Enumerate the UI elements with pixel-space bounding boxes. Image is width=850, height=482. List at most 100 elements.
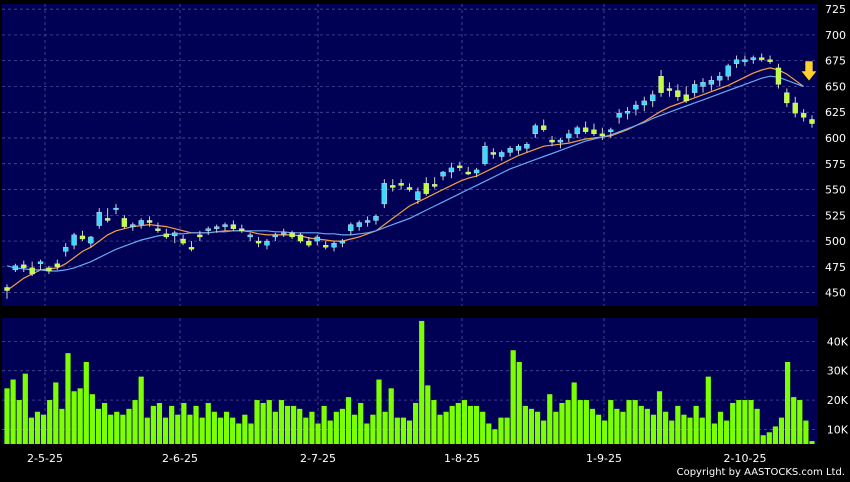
- volume-bar: [736, 400, 742, 444]
- volume-bar: [778, 417, 785, 444]
- candle-body: [79, 235, 86, 240]
- candlestick-series: [4, 53, 815, 299]
- candle-body: [281, 232, 287, 235]
- volume-bar: [16, 400, 22, 444]
- volume-bar: [266, 400, 272, 444]
- candle-body: [666, 88, 673, 91]
- volume-bar: [675, 405, 681, 444]
- volume-bar: [10, 379, 16, 444]
- volume-bar: [504, 417, 510, 444]
- volume-bar: [492, 429, 498, 444]
- volume-bar: [89, 394, 95, 444]
- candle-body: [465, 171, 471, 175]
- volume-bar: [71, 391, 77, 444]
- volume-tick-label: 30K: [827, 365, 849, 378]
- volume-bar: [754, 408, 760, 444]
- volume-bar: [126, 408, 132, 444]
- candle-body: [289, 232, 295, 238]
- volume-tick-label: 10K: [827, 423, 849, 436]
- volume-bar: [632, 400, 638, 444]
- volume-bar: [797, 400, 803, 444]
- volume-bar: [486, 423, 492, 444]
- volume-bar: [699, 417, 705, 444]
- volume-bar: [364, 423, 370, 444]
- volume-bar: [785, 361, 791, 444]
- candle-body: [398, 183, 404, 186]
- candle-body: [633, 104, 639, 110]
- candle-body: [247, 234, 253, 238]
- volume-bar: [193, 405, 199, 444]
- volume-bar: [254, 400, 260, 444]
- candle-body: [12, 265, 19, 271]
- candle-body: [499, 152, 505, 157]
- volume-bar: [34, 411, 41, 444]
- candle-body: [473, 169, 480, 174]
- volume-bar: [248, 423, 254, 444]
- volume-bar: [291, 405, 297, 444]
- candle-body: [54, 263, 60, 267]
- price-tick-label: 575: [825, 158, 846, 171]
- volume-bar: [730, 402, 736, 444]
- volume-bar: [748, 400, 754, 444]
- volume-bar: [693, 405, 699, 444]
- volume-bar: [742, 400, 748, 444]
- candle-body: [406, 187, 413, 190]
- volume-bar: [467, 405, 474, 444]
- price-tick-label: 450: [825, 287, 846, 300]
- volume-bar: [284, 405, 291, 444]
- volume-bar: [187, 414, 193, 444]
- price-tick-label: 675: [825, 55, 846, 68]
- volume-bar: [602, 420, 608, 444]
- price-tick-label: 725: [825, 3, 846, 16]
- volume-bar: [626, 400, 632, 444]
- volume-bar: [394, 417, 400, 444]
- volume-bar: [608, 400, 614, 444]
- date-axis: 2-5-25 2-6-25 2-7-25 1-8-25 1-9-25 2-10-25: [27, 452, 766, 465]
- candle-body: [515, 146, 522, 151]
- volume-bar: [333, 411, 339, 444]
- candle-body: [775, 67, 782, 85]
- candle-body: [46, 267, 52, 272]
- candle-body: [507, 148, 513, 153]
- candle-body: [582, 127, 589, 132]
- volume-bar: [138, 376, 144, 444]
- price-tick-label: 500: [825, 235, 846, 248]
- candle-body: [213, 226, 220, 229]
- volume-bar: [638, 405, 644, 444]
- volume-bar: [327, 420, 333, 444]
- volume-bar: [83, 361, 89, 444]
- volume-bar: [95, 408, 102, 444]
- date-tick-label: 2-5-25: [27, 452, 63, 465]
- candle-body: [457, 165, 463, 169]
- volume-bar: [717, 411, 724, 444]
- candle-body: [599, 133, 606, 137]
- candle-body: [432, 184, 438, 187]
- volume-bar: [132, 400, 138, 444]
- volume-bar: [516, 361, 522, 444]
- volume-bar: [352, 414, 358, 444]
- volume-bar: [169, 405, 175, 444]
- candle-body: [767, 59, 773, 62]
- volume-bar: [260, 402, 266, 444]
- price-tick-label: 650: [825, 80, 846, 93]
- volume-bar: [437, 414, 443, 444]
- volume-bar: [278, 400, 285, 444]
- candle-body: [364, 220, 371, 223]
- volume-bar: [681, 414, 687, 444]
- volume-bar: [449, 405, 455, 444]
- price-tick-label: 700: [825, 29, 846, 42]
- volume-bar: [541, 420, 547, 444]
- volume-bar: [760, 435, 766, 444]
- candle-body: [800, 113, 807, 118]
- volume-bar: [791, 397, 797, 444]
- volume-bar: [120, 414, 126, 444]
- candle-body: [21, 264, 27, 269]
- volume-bar: [431, 400, 437, 444]
- candle-body: [759, 57, 765, 60]
- price-tick-label: 550: [825, 184, 846, 197]
- volume-bar: [644, 408, 650, 444]
- candle-body: [750, 57, 756, 60]
- candle-body: [415, 191, 421, 200]
- candle-body: [541, 125, 547, 130]
